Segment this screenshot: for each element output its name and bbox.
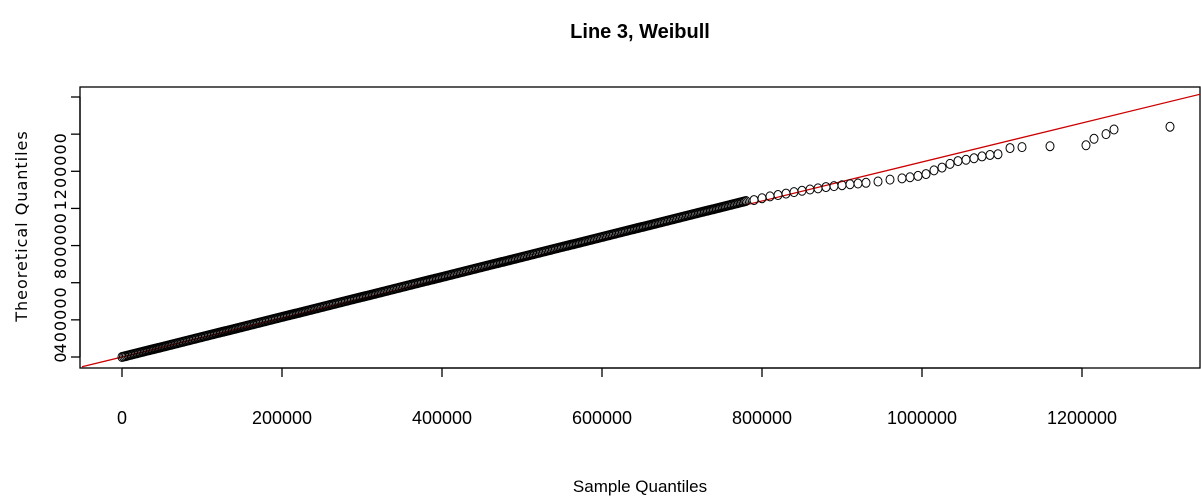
- data-point: [905, 172, 915, 183]
- data-point: [985, 149, 995, 160]
- y-axis-label: Theoretical Quantiles: [12, 130, 31, 323]
- data-point: [969, 153, 979, 164]
- data-point: [1081, 140, 1091, 151]
- data-point: [921, 169, 931, 180]
- data-point: [773, 190, 783, 201]
- x-tick-label: 400000: [412, 408, 472, 428]
- data-point: [781, 188, 791, 199]
- data-point: [993, 149, 1003, 160]
- data-point: [1045, 141, 1055, 152]
- data-point: [821, 182, 831, 193]
- y-tick-label: 0: [51, 351, 70, 362]
- data-point: [873, 176, 883, 187]
- data-point: [845, 179, 855, 190]
- y-tick-label: 1200000: [51, 132, 70, 210]
- x-tick-label: 1000000: [887, 408, 957, 428]
- x-axis-label: Sample Quantiles: [573, 477, 707, 496]
- data-point: [853, 178, 863, 189]
- data-point: [937, 162, 947, 173]
- data-point: [861, 177, 871, 188]
- x-axis: 0 200000 400000 600000 800000 1000000 1200000: [117, 367, 1117, 428]
- y-tick-label: 800000: [51, 212, 70, 279]
- data-point: [945, 158, 955, 169]
- data-point: [1017, 142, 1027, 153]
- data-point: [897, 173, 907, 184]
- points-layer: [117, 121, 1175, 362]
- x-tick-label: 1200000: [1047, 408, 1117, 428]
- data-point: [1089, 133, 1099, 144]
- x-tick-label: 800000: [732, 408, 792, 428]
- data-point: [1109, 124, 1119, 135]
- chart-title: Line 3, Weibull: [570, 21, 710, 43]
- data-point: [961, 154, 971, 165]
- x-tick-label: 200000: [252, 408, 312, 428]
- data-point: [977, 151, 987, 162]
- y-tick-label: 400000: [51, 286, 70, 353]
- x-tick-label: 600000: [572, 408, 632, 428]
- data-point: [913, 170, 923, 181]
- data-point: [1101, 129, 1111, 140]
- data-point: [953, 156, 963, 167]
- data-point: [929, 165, 939, 176]
- data-point: [1005, 143, 1015, 154]
- data-point: [1165, 121, 1175, 132]
- data-point: [885, 174, 895, 185]
- x-tick-label: 0: [117, 408, 127, 428]
